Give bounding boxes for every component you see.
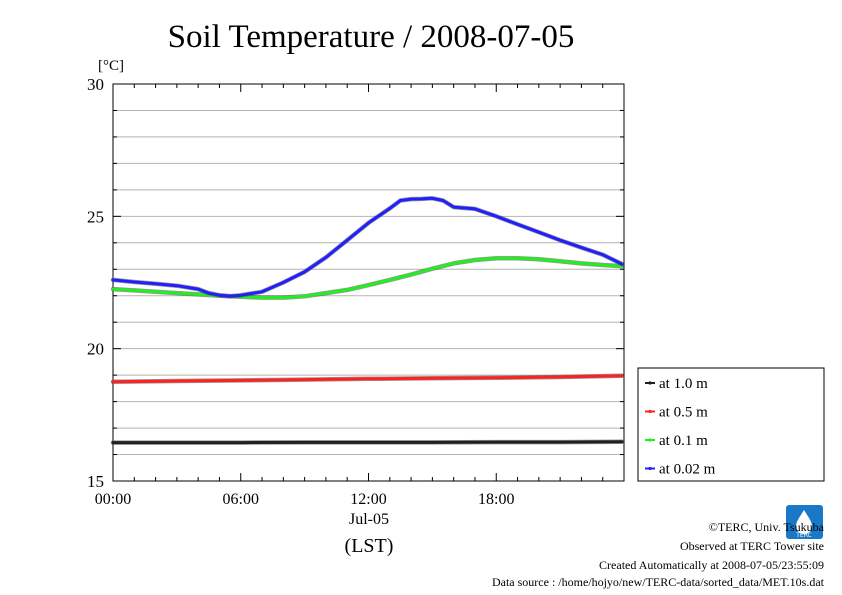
legend-marker (648, 409, 652, 414)
legend-box (637, 367, 825, 482)
x-axis-date-label: Jul-05 (349, 511, 389, 528)
x-axis-label: (LST) (345, 535, 394, 557)
y-tick-label: 20 (87, 340, 104, 359)
y-axis-label: [°C] (98, 58, 124, 74)
x-tick-label: 00:00 (95, 491, 131, 508)
legend-marker (648, 438, 652, 442)
plot-frame (112, 83, 625, 482)
axis-ticks: 00:00 06:00 12:00 18:00 15 20 25 30 (87, 75, 624, 508)
series-line-3 (111, 196, 624, 298)
legend: at 1.0 m at 0.5 m at 0.1 m at 0.02 m (637, 367, 825, 482)
y-tick-label: 15 (87, 472, 104, 491)
legend-label: at 0.02 m (659, 462, 716, 478)
legend-label: at 0.1 m (659, 433, 708, 449)
legend-marker (648, 381, 652, 385)
chart-title: Soil Temperature / 2008-07-05 (168, 19, 575, 55)
terc-logo: TERC (786, 505, 823, 539)
terc-logo-text: TERC (795, 532, 812, 539)
legend-marker (648, 466, 652, 471)
grid-lines (113, 109, 624, 456)
series-line-1 (111, 374, 624, 384)
x-tick-label: 18:00 (478, 491, 514, 508)
y-tick-label: 30 (87, 75, 104, 94)
legend-label: at 0.5 m (659, 405, 708, 421)
water-drop-icon (796, 510, 812, 534)
series-lines (110, 196, 625, 445)
series-line-2 (111, 256, 624, 300)
series-outline-2 (110, 255, 625, 300)
x-tick-label: 12:00 (350, 491, 386, 508)
created-text: Created Automatically at 2008-07-05/23:5… (599, 558, 824, 572)
copyright-text: ©TERC, Univ. Tsukuba (708, 520, 824, 534)
observed-text: Observed at TERC Tower site (679, 539, 824, 553)
series-outline-3 (110, 196, 625, 299)
series-line-0 (111, 440, 624, 445)
x-tick-label: 06:00 (223, 491, 259, 508)
data-source-text: Data source : /home/hojyo/new/TERC-data/… (491, 575, 824, 589)
y-tick-label: 25 (87, 207, 104, 226)
legend-label: at 1.0 m (659, 376, 708, 392)
